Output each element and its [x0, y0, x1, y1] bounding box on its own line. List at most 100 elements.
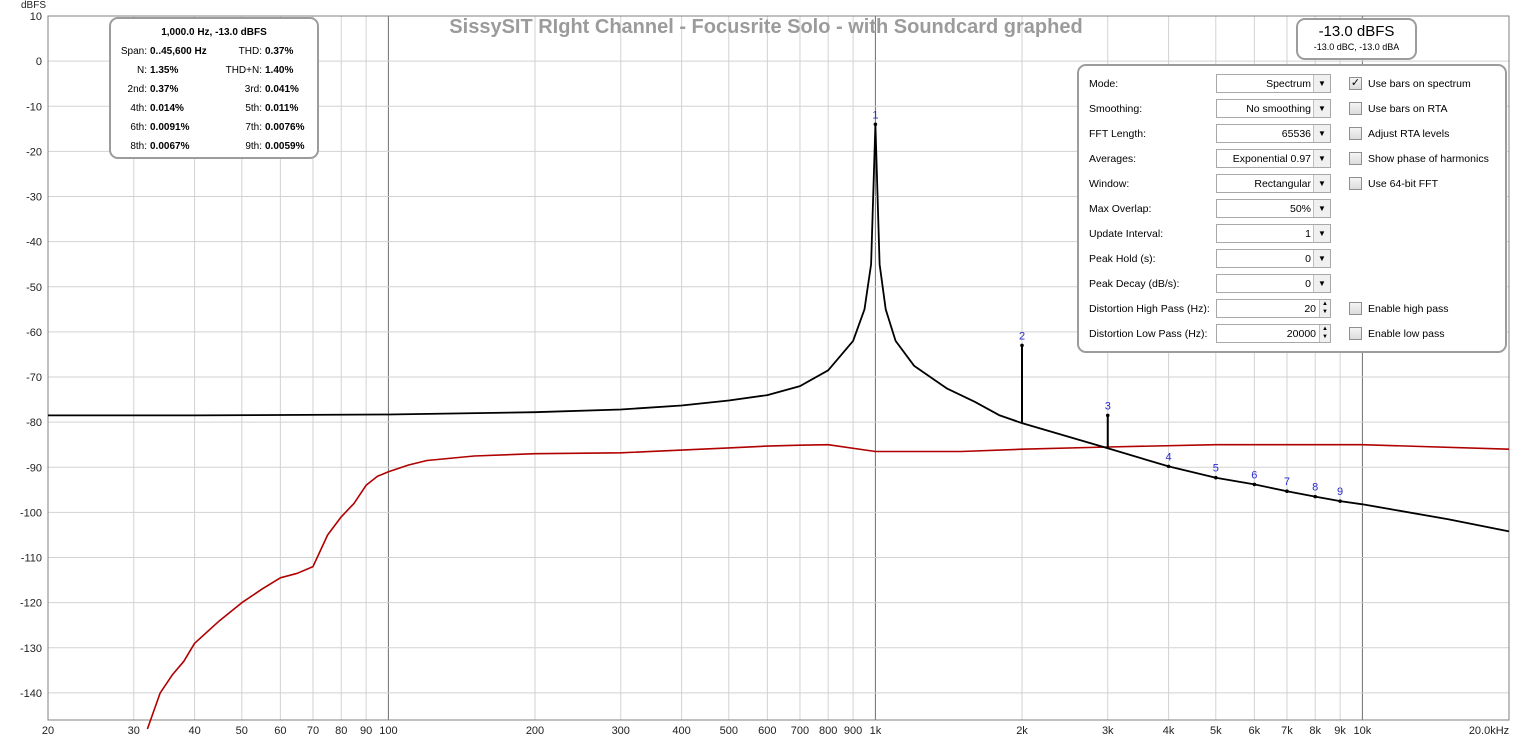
stat-value: 1.35% [150, 65, 179, 76]
setting-value: Rectangular [1254, 178, 1311, 190]
y-tick-label: -140 [20, 688, 42, 700]
checkbox-label[interactable]: Use bars on RTA [1368, 103, 1448, 115]
y-tick-label: -110 [21, 553, 42, 565]
setting-label: Mode: [1089, 78, 1119, 90]
spinner-arrows-icon[interactable]: ▲ ▼ [1319, 300, 1330, 317]
harmonic-label: 3 [1105, 400, 1111, 412]
setting-checkbox[interactable] [1349, 102, 1362, 115]
harmonic-dot [1105, 413, 1110, 418]
harmonic-dot [1252, 482, 1257, 487]
x-tick-label: 900 [844, 725, 862, 737]
stat-label: 5th: [245, 103, 262, 114]
setting-dropdown[interactable]: Exponential 0.97 ▼ [1216, 149, 1331, 168]
setting-dropdown[interactable]: No smoothing ▼ [1216, 99, 1331, 118]
y-tick-label: -80 [26, 417, 42, 429]
x-tick-label: 600 [758, 725, 776, 737]
x-tick-label: 3k [1102, 725, 1114, 737]
setting-dropdown[interactable]: 0 ▼ [1216, 249, 1331, 268]
setting-checkbox[interactable] [1349, 302, 1362, 315]
chevron-down-icon[interactable]: ▼ [1313, 275, 1330, 292]
x-tick-label: 20.0kHz [1469, 725, 1509, 737]
stats-row: N: 1.35% THD+N: 1.40% [111, 61, 317, 80]
series-layer [48, 123, 1510, 730]
setting-dropdown[interactable]: 65536 ▼ [1216, 124, 1331, 143]
harmonic-label: 6 [1251, 469, 1257, 481]
chevron-down-icon[interactable]: ▼ [1313, 75, 1330, 92]
chevron-down-icon[interactable]: ▼ [1313, 175, 1330, 192]
checkbox-label[interactable]: Use 64-bit FFT [1368, 178, 1439, 190]
x-tick-label: 70 [307, 725, 319, 737]
setting-checkbox[interactable] [1349, 177, 1362, 190]
setting-dropdown[interactable]: Rectangular ▼ [1216, 174, 1331, 193]
setting-value: Exponential 0.97 [1232, 153, 1311, 165]
setting-label: Max Overlap: [1089, 203, 1152, 215]
setting-label: Peak Hold (s): [1089, 253, 1156, 265]
stat-label: 7th: [245, 122, 262, 133]
setting-checkbox[interactable]: ✓ [1349, 77, 1362, 90]
y-tick-label: -130 [20, 643, 42, 655]
setting-label: Update Interval: [1089, 228, 1164, 240]
chevron-down-icon[interactable]: ▼ [1313, 100, 1330, 117]
chevron-down-icon[interactable]: ▼ [1313, 225, 1330, 242]
setting-dropdown[interactable]: 50% ▼ [1216, 199, 1331, 218]
x-tick-label: 700 [791, 725, 809, 737]
checkbox-label[interactable]: Show phase of harmonics [1368, 153, 1489, 165]
y-tick-label: -60 [26, 327, 42, 339]
setting-dropdown[interactable]: 1 ▼ [1216, 224, 1331, 243]
setting-spinner[interactable]: 20000 ▲ ▼ [1216, 324, 1331, 343]
stats-row: 8th: 0.0067% 9th: 0.0059% [111, 137, 317, 156]
y-tick-label: 0 [36, 56, 42, 68]
x-tick-label: 400 [672, 725, 690, 737]
x-tick-label: 40 [188, 725, 200, 737]
x-tick-label: 60 [274, 725, 286, 737]
y-tick-label: -50 [26, 282, 42, 294]
x-tick-label: 9k [1334, 725, 1346, 737]
settings-row: Smoothing: No smoothing ▼ Use bars on RTA [1079, 99, 1505, 119]
checkbox-label[interactable]: Enable high pass [1368, 303, 1449, 315]
setting-label: Peak Decay (dB/s): [1089, 278, 1180, 290]
y-tick-label: -100 [20, 507, 42, 519]
stats-row: 6th: 0.0091% 7th: 0.0076% [111, 118, 317, 137]
x-tick-label: 500 [720, 725, 738, 737]
harmonic-dot [1020, 343, 1024, 348]
setting-dropdown[interactable]: 0 ▼ [1216, 274, 1331, 293]
spinner-arrows-icon[interactable]: ▲ ▼ [1319, 325, 1330, 342]
stat-label: N: [137, 65, 147, 76]
stat-value: 1.40% [265, 65, 294, 76]
x-tick-label: 800 [819, 725, 837, 737]
stat-value: 0.041% [265, 84, 299, 95]
setting-label: Averages: [1089, 153, 1137, 165]
stats-row: Span: 0..45,600 Hz THD: 0.37% [111, 42, 317, 61]
checkbox-label[interactable]: Enable low pass [1368, 328, 1445, 340]
axes: 20 30 40 50 60 70 80 90 100 200 300 400 500 600 700 800… [20, 11, 1510, 737]
stats-row: 4th: 0.014% 5th: 0.011% [111, 99, 317, 118]
checkbox-label[interactable]: Adjust RTA levels [1368, 128, 1450, 140]
setting-checkbox[interactable] [1349, 152, 1362, 165]
setting-value: Spectrum [1266, 78, 1311, 90]
setting-dropdown[interactable]: Spectrum ▼ [1216, 74, 1331, 93]
stat-label: 6th: [130, 122, 147, 133]
x-tick-label: 100 [379, 725, 397, 737]
harmonic-label: 2 [1019, 330, 1025, 342]
setting-checkbox[interactable] [1349, 127, 1362, 140]
y-axis-label: dBFS [21, 0, 46, 11]
chevron-down-icon[interactable]: ▼ [1313, 125, 1330, 142]
x-tick-label: 50 [236, 725, 248, 737]
chevron-down-icon[interactable]: ▼ [1313, 150, 1330, 167]
stat-label: 8th: [130, 141, 147, 152]
settings-row: Max Overlap: 50% ▼ [1079, 199, 1505, 219]
setting-value: No smoothing [1246, 103, 1311, 115]
settings-row: FFT Length: 65536 ▼ Adjust RTA levels [1079, 124, 1505, 144]
setting-checkbox[interactable] [1349, 327, 1362, 340]
level-main: -13.0 dBFS [1318, 23, 1395, 40]
settings-row: Distortion High Pass (Hz): 20 ▲ ▼ Enable hig… [1079, 299, 1505, 319]
chevron-down-icon[interactable]: ▼ [1313, 200, 1330, 217]
checkbox-label[interactable]: Use bars on spectrum [1368, 78, 1471, 90]
x-tick-label: 30 [128, 725, 140, 737]
setting-label: Distortion High Pass (Hz): [1089, 303, 1210, 315]
stat-value: 0..45,600 Hz [150, 46, 207, 57]
stat-value: 0.0091% [150, 122, 190, 133]
spectrum-settings-panel: Mode: Spectrum ▼ ✓ Use bars on spectrum Smoot… [1077, 64, 1507, 353]
chevron-down-icon[interactable]: ▼ [1313, 250, 1330, 267]
setting-spinner[interactable]: 20 ▲ ▼ [1216, 299, 1331, 318]
